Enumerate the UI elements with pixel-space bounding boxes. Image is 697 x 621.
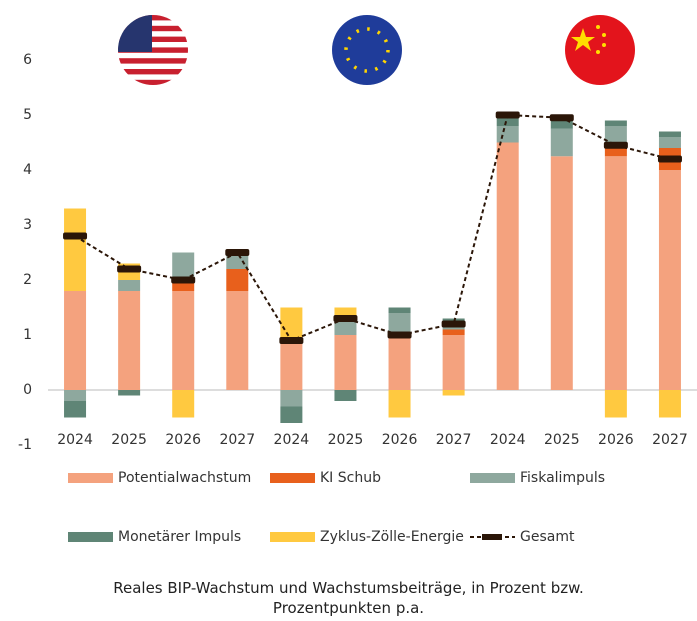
bar-segment xyxy=(496,126,519,143)
bar-segment xyxy=(388,307,411,313)
bar-segment xyxy=(334,307,357,319)
flag-eu xyxy=(332,15,402,85)
bar-segment xyxy=(172,252,195,280)
legend-label: KI Schub xyxy=(320,470,381,486)
bar-segment xyxy=(172,291,195,390)
bar-segment xyxy=(550,128,573,157)
chart-title: Reales BIP-Wachstum und Wachstumsbeiträg… xyxy=(113,579,584,617)
total-marker xyxy=(495,111,520,119)
x-tick-label: 2025 xyxy=(328,432,364,448)
total-marker xyxy=(63,232,88,240)
bar-segment xyxy=(64,208,87,291)
y-tick-label: 0 xyxy=(23,382,32,398)
bar-segment xyxy=(388,390,411,418)
bar-segment xyxy=(280,390,303,407)
x-tick-label: 2024 xyxy=(57,432,93,448)
bar-segment xyxy=(658,170,681,390)
bar-segment xyxy=(604,148,627,157)
total-marker xyxy=(225,249,250,256)
bar-segment xyxy=(442,390,465,396)
x-tick-label: 2025 xyxy=(111,432,147,448)
x-tick-label: 2026 xyxy=(598,432,634,448)
legend-swatch xyxy=(270,532,315,542)
total-marker xyxy=(549,114,574,122)
legend-label: Fiskalimpuls xyxy=(520,470,605,486)
x-tick-label: 2024 xyxy=(274,432,310,448)
total-marker xyxy=(657,155,682,163)
bar-segment xyxy=(334,335,357,390)
x-tick-label: 2027 xyxy=(219,432,255,448)
bar-segment xyxy=(118,280,141,291)
bar-segment xyxy=(280,406,303,423)
total-marker xyxy=(387,331,412,339)
x-tick-label: 2026 xyxy=(382,432,418,448)
flag-cn xyxy=(565,15,635,85)
total-marker xyxy=(117,265,142,273)
bar-segment xyxy=(496,115,519,126)
legend-swatch xyxy=(68,532,113,542)
y-tick-label: 6 xyxy=(23,52,32,68)
legend-swatch xyxy=(470,473,515,483)
bar-segment xyxy=(388,335,411,390)
bar-segment xyxy=(496,142,519,390)
bar-segment xyxy=(64,401,87,418)
y-tick-label: 5 xyxy=(23,107,32,123)
total-marker xyxy=(441,320,466,328)
total-marker xyxy=(171,276,196,284)
bar-segment xyxy=(226,252,249,269)
bar-segment xyxy=(64,291,87,390)
bar-segment xyxy=(550,117,573,129)
x-tick-label: 2026 xyxy=(165,432,201,448)
legend-label: Gesamt xyxy=(520,529,575,545)
bar-segment xyxy=(604,156,627,390)
bar-segment xyxy=(658,131,681,137)
flag-us xyxy=(118,15,188,85)
total-marker xyxy=(279,337,304,344)
x-tick-label: 2024 xyxy=(490,432,526,448)
legend-marker xyxy=(482,534,502,540)
legend-label: Zyklus-Zölle-Energie xyxy=(320,529,464,545)
x-tick-label: 2025 xyxy=(544,432,580,448)
bar-segment xyxy=(604,390,627,418)
bar-segment xyxy=(658,390,681,418)
legend-label: Potentialwachstum xyxy=(118,470,251,486)
y-tick-label: 1 xyxy=(23,327,32,343)
legend-swatch xyxy=(68,473,113,483)
y-tick-label: 3 xyxy=(23,217,32,233)
bar-segment xyxy=(64,390,87,401)
total-marker xyxy=(333,315,358,322)
y-tick-label: -1 xyxy=(18,437,32,453)
legend-swatch xyxy=(270,473,315,483)
bar-segment xyxy=(550,156,573,390)
bar-segment xyxy=(118,390,141,396)
bar-segment xyxy=(280,340,303,390)
legend-label: Monetärer Impuls xyxy=(118,529,241,545)
bar-segment xyxy=(226,269,249,291)
bar-segment xyxy=(172,390,195,418)
bar-segment xyxy=(118,291,141,390)
bar-segment xyxy=(442,335,465,390)
bar-segment xyxy=(172,280,195,291)
bar-segment xyxy=(280,307,303,341)
bar-segment xyxy=(334,390,357,401)
bar-segment xyxy=(442,329,465,335)
total-line xyxy=(74,113,671,342)
bar-segment xyxy=(226,291,249,390)
bar-segment xyxy=(334,318,357,335)
bar-segment xyxy=(604,120,627,126)
x-tick-label: 2027 xyxy=(652,432,688,448)
bar-segment xyxy=(658,137,681,148)
y-tick-label: 2 xyxy=(23,272,32,288)
bar-segment xyxy=(388,313,411,335)
chart: -1 0 1 2 3 4 5 6 2024 2025 2026 2027 2024 2025 2026 202… xyxy=(18,15,697,545)
y-tick-label: 4 xyxy=(23,162,32,178)
x-tick-label: 2027 xyxy=(436,432,472,448)
total-marker xyxy=(603,141,628,149)
